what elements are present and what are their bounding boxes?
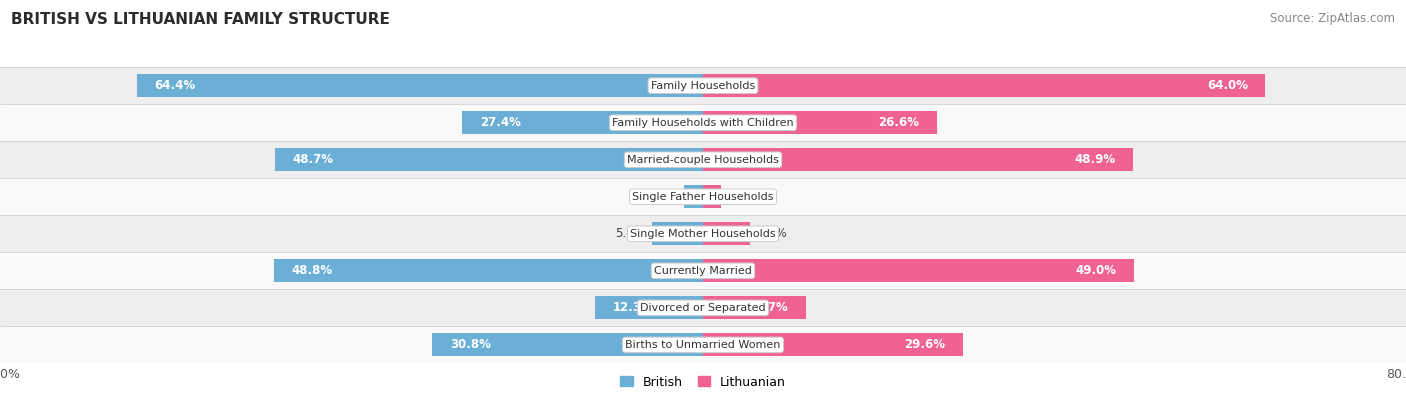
Legend: British, Lithuanian: British, Lithuanian	[620, 376, 786, 389]
Bar	[0, 67, 1406, 104]
Bar	[652, 222, 703, 245]
Text: 30.8%: 30.8%	[450, 339, 491, 352]
Text: 2.2%: 2.2%	[647, 190, 676, 203]
Bar	[703, 333, 963, 356]
Text: Single Mother Households: Single Mother Households	[630, 229, 776, 239]
Bar	[463, 111, 703, 134]
Bar	[433, 333, 703, 356]
Text: 12.3%: 12.3%	[613, 301, 654, 314]
Text: Single Father Households: Single Father Households	[633, 192, 773, 202]
Bar	[0, 104, 1406, 141]
Text: BRITISH VS LITHUANIAN FAMILY STRUCTURE: BRITISH VS LITHUANIAN FAMILY STRUCTURE	[11, 12, 389, 27]
Text: 48.9%: 48.9%	[1074, 153, 1115, 166]
Text: 11.7%: 11.7%	[748, 301, 789, 314]
Text: 64.4%: 64.4%	[155, 79, 195, 92]
Bar	[703, 111, 936, 134]
Text: 48.8%: 48.8%	[292, 264, 333, 277]
Bar	[276, 148, 703, 171]
Text: 48.7%: 48.7%	[292, 153, 333, 166]
Bar	[0, 289, 1406, 326]
Bar	[703, 74, 1265, 97]
Text: 2.1%: 2.1%	[728, 190, 758, 203]
Bar	[0, 215, 1406, 252]
Bar	[0, 326, 1406, 363]
Text: 5.4%: 5.4%	[758, 227, 787, 240]
Text: Source: ZipAtlas.com: Source: ZipAtlas.com	[1270, 12, 1395, 25]
Bar	[136, 74, 703, 97]
Text: 26.6%: 26.6%	[879, 116, 920, 129]
Text: 29.6%: 29.6%	[904, 339, 945, 352]
Text: Divorced or Separated: Divorced or Separated	[640, 303, 766, 313]
Text: Family Households: Family Households	[651, 81, 755, 91]
Bar	[0, 141, 1406, 178]
Text: Married-couple Households: Married-couple Households	[627, 155, 779, 165]
Bar	[703, 296, 806, 319]
Bar	[595, 296, 703, 319]
Bar	[0, 252, 1406, 289]
Bar	[703, 185, 721, 208]
Text: Births to Unmarried Women: Births to Unmarried Women	[626, 340, 780, 350]
Bar	[683, 185, 703, 208]
Text: Family Households with Children: Family Households with Children	[612, 118, 794, 128]
Bar	[703, 260, 1133, 282]
Text: Currently Married: Currently Married	[654, 266, 752, 276]
Text: 27.4%: 27.4%	[479, 116, 520, 129]
Bar	[703, 222, 751, 245]
Bar	[703, 148, 1133, 171]
Bar	[0, 178, 1406, 215]
Text: 5.8%: 5.8%	[616, 227, 645, 240]
Text: 64.0%: 64.0%	[1206, 79, 1249, 92]
Bar	[274, 260, 703, 282]
Text: 49.0%: 49.0%	[1076, 264, 1116, 277]
